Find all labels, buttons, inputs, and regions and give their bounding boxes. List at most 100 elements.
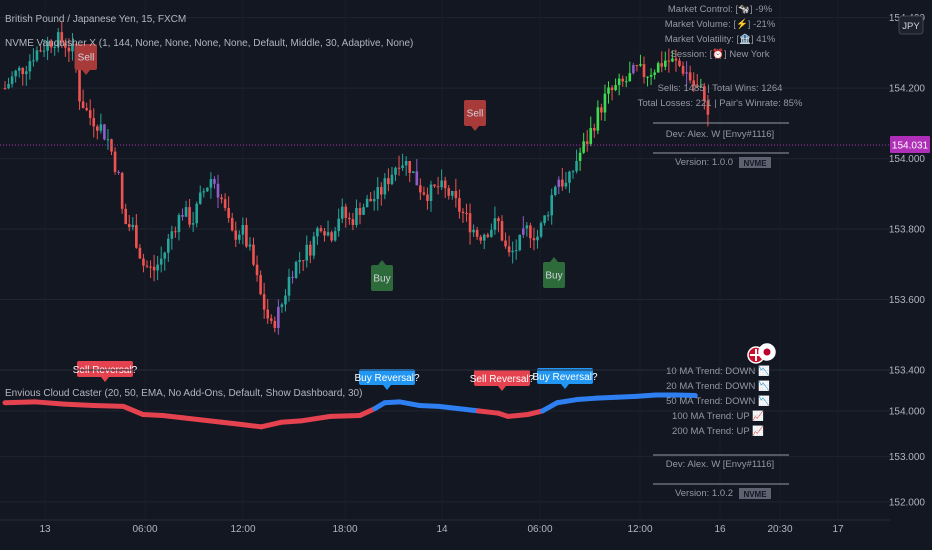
- candle-body: [695, 85, 699, 87]
- candle-body: [475, 229, 479, 237]
- candle-body: [607, 87, 610, 94]
- candle-body: [156, 264, 159, 271]
- event-flags[interactable]: [747, 343, 776, 364]
- reversal-tag: [359, 369, 415, 385]
- candle-body: [681, 65, 685, 74]
- candle-body: [113, 151, 117, 172]
- candle-body: [32, 60, 35, 62]
- candle-body: [614, 85, 617, 91]
- reversal-label: Buy Reversal?: [354, 373, 419, 384]
- candle-body: [628, 73, 632, 82]
- candle-body: [209, 179, 213, 188]
- symbol-title: British Pound / Japanese Yen, 15, FXCM: [5, 14, 186, 25]
- candle-body: [106, 139, 110, 141]
- candle-body: [181, 214, 184, 217]
- candle-body: [103, 124, 106, 140]
- candle-body: [671, 58, 674, 62]
- cloud-segment: [416, 402, 442, 409]
- candle-body: [490, 229, 493, 237]
- main-signal-markers: Sell Sell Buy Buy: [75, 44, 565, 291]
- cloud-segment: [160, 412, 185, 421]
- candle-body: [127, 224, 131, 228]
- signal-tag: [371, 265, 393, 291]
- reversal-buy: Buy Reversal?: [532, 368, 598, 389]
- candle-body: [390, 174, 394, 185]
- candle-body: [561, 179, 564, 187]
- cloud-segment: [525, 408, 545, 418]
- candle-body: [241, 225, 245, 235]
- signal-pointer: [378, 260, 386, 265]
- candle-body: [53, 46, 56, 48]
- cloud-segment: [298, 413, 333, 424]
- candle-body: [692, 80, 695, 86]
- candle-body: [213, 179, 216, 184]
- indicator2-legend[interactable]: Envious Cloud Caster (20, 50, EMA, No Ad…: [5, 388, 362, 399]
- candle-body: [376, 187, 380, 200]
- cloud-segment: [327, 412, 363, 419]
- candle-body: [42, 50, 46, 52]
- price-tick-label: 152.000: [889, 497, 926, 508]
- price-tick-label: 153.600: [889, 295, 926, 306]
- brand-badge: [739, 488, 771, 499]
- candle-body: [14, 70, 17, 77]
- candle-body: [688, 72, 692, 81]
- candle-body: [642, 64, 646, 77]
- candle-body: [564, 182, 568, 187]
- candle-body: [664, 60, 667, 67]
- candle-body: [326, 232, 330, 236]
- candle-body: [202, 191, 206, 193]
- time-axis[interactable]: 13 06:00 12:00 18:00 14 06:00 12:00 16 20:30 17: [0, 519, 890, 535]
- candle-body: [596, 107, 600, 131]
- candle-body: [365, 198, 369, 208]
- candle-body: [131, 224, 135, 228]
- currency-badge-label: JPY: [902, 21, 920, 32]
- brand-badge: [739, 157, 771, 168]
- candle-body: [511, 250, 514, 253]
- candle-body: [259, 275, 262, 295]
- signal-tag: [75, 44, 97, 70]
- candle-body: [422, 192, 426, 195]
- cloud-segment: [456, 406, 481, 414]
- reversal-tag: [537, 368, 593, 384]
- last-price-tag: [890, 136, 930, 153]
- candle-body: [17, 67, 21, 71]
- time-tick-label: 16: [714, 524, 726, 535]
- candle-body: [223, 199, 227, 209]
- candle-body: [10, 76, 14, 85]
- candle-body: [603, 93, 607, 113]
- candle-body: [461, 211, 465, 214]
- dev-credit: Dev: Alex. W [Envy#1116]: [666, 129, 774, 140]
- price-tick-label: 153.400: [889, 366, 926, 377]
- candle-body: [504, 240, 507, 247]
- candle-body: [674, 58, 678, 61]
- candle-body: [667, 60, 671, 62]
- candle-body: [149, 266, 152, 268]
- reversal-pointer: [498, 386, 506, 391]
- candle-body: [624, 81, 628, 83]
- candle-body: [699, 86, 703, 88]
- candle-body: [284, 295, 287, 305]
- candle-body: [380, 187, 383, 195]
- candle-body: [60, 32, 64, 43]
- candle-body: [585, 141, 589, 144]
- cloud-segment: [613, 393, 639, 400]
- candle-body: [323, 231, 326, 236]
- candle-body: [7, 84, 10, 89]
- candle-body: [568, 171, 571, 183]
- reversal-pointer: [383, 385, 391, 390]
- candle-body: [678, 60, 681, 66]
- candle-body: [539, 223, 543, 237]
- signal-sell: Sell: [75, 44, 97, 75]
- reversal-sell: Sell Reversal?: [470, 370, 535, 391]
- indicator1-legend[interactable]: NVME Vanquisher X (1, 144, None, None, N…: [5, 38, 413, 49]
- candle-body: [305, 244, 309, 261]
- version-label: Version: 1.0.0: [675, 157, 733, 168]
- signal-sell: Sell: [464, 100, 486, 131]
- candle-body: [184, 207, 188, 217]
- candle-body: [188, 207, 191, 225]
- candle-body: [557, 179, 561, 187]
- candle-body: [358, 208, 362, 215]
- currency-badge[interactable]: [898, 15, 924, 35]
- time-tick-label: 18:00: [332, 524, 357, 535]
